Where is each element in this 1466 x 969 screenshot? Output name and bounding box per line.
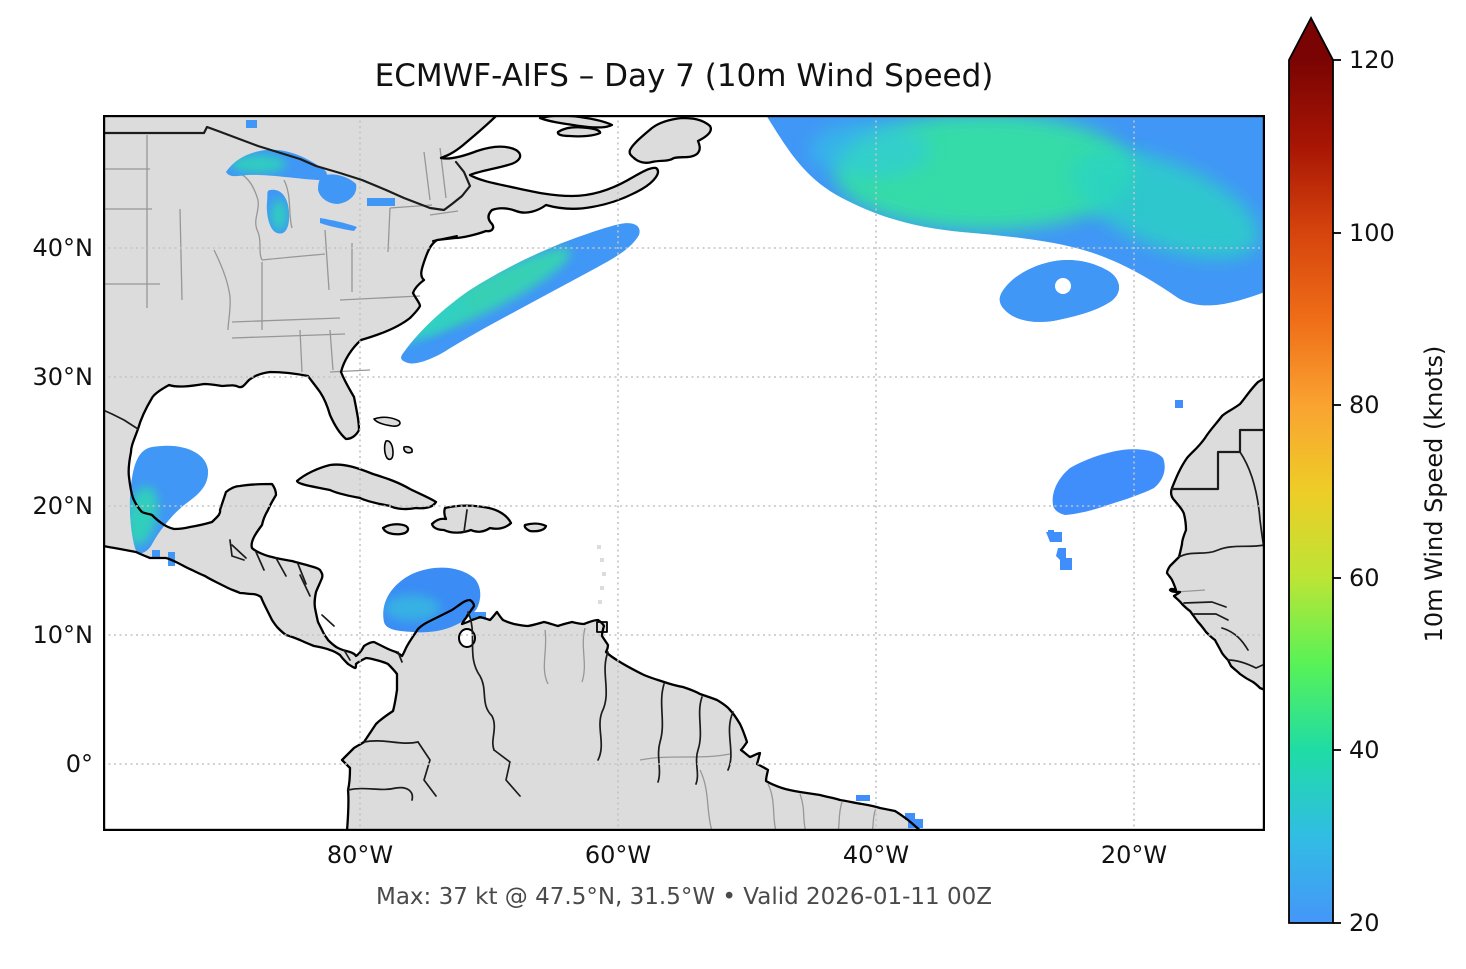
ytick-20n: 20°N <box>32 492 94 520</box>
cbar-tick-100: 100 <box>1349 219 1395 247</box>
wind-east-atlantic <box>1052 449 1165 515</box>
lesser-antilles-4 <box>600 586 604 590</box>
plot-title: ECMWF-AIFS – Day 7 (10m Wind Speed) <box>374 58 994 94</box>
colorbar-tickmarks <box>1333 59 1341 924</box>
xtick-40w: 40°W <box>842 841 910 869</box>
gridlines <box>103 115 1265 831</box>
cuba <box>297 464 436 510</box>
wind-speck-cape-verde-2 <box>1056 548 1072 570</box>
wind-speck-brazil-1 <box>856 795 870 801</box>
jamaica <box>383 524 409 535</box>
labrador-coast-sliver <box>540 115 612 128</box>
western-sahara-borders <box>1170 428 1265 491</box>
cbar-tick-20: 20 <box>1349 909 1380 937</box>
cbar-tick-40: 40 <box>1349 736 1380 764</box>
ytick-10n: 10°N <box>32 621 94 649</box>
xtick-20w: 20°W <box>1100 841 1168 869</box>
americas-landmass <box>103 115 921 831</box>
xtick-80w: 80°W <box>326 841 394 869</box>
colorbar-gradient <box>1289 60 1333 923</box>
wind-lake-erie <box>320 218 357 231</box>
colorbar-outline <box>1288 16 1334 924</box>
colorbar <box>1288 16 1341 924</box>
land-polygons <box>103 115 1265 831</box>
cbar-tick-80: 80 <box>1349 391 1380 419</box>
wind-speck-brazil-2 <box>905 813 923 828</box>
lake-maracaibo <box>458 628 476 648</box>
map-svg <box>103 115 1265 831</box>
ytick-30n: 30°N <box>32 363 94 391</box>
trinidad <box>597 622 607 632</box>
us-canada-border <box>103 125 472 212</box>
map-plot-area <box>103 115 1265 831</box>
anticosti-island <box>557 127 601 137</box>
newfoundland-island <box>629 118 711 163</box>
hispaniola <box>432 505 511 533</box>
wind-speck-cape-verde-3 <box>1048 530 1054 536</box>
wind-speck-paria <box>470 612 486 619</box>
wind-lake-michigan <box>266 189 290 234</box>
haiti-dr-border <box>463 509 468 533</box>
bahamas-andros <box>384 440 393 460</box>
wind-lake-ontario <box>367 198 395 206</box>
wind-speck-bay-of-campeche <box>152 550 160 557</box>
lesser-antilles-1 <box>597 545 601 549</box>
state-borders <box>103 135 1206 831</box>
lesser-antilles-3 <box>602 572 606 576</box>
cbar-tick-120: 120 <box>1349 46 1395 74</box>
lesser-antilles-5 <box>598 600 602 604</box>
wind-hole-north-atlantic <box>1055 278 1071 294</box>
bahamas-sliver-1 <box>374 417 401 427</box>
ytick-0: 0° <box>65 750 93 778</box>
country-borders <box>103 125 1265 801</box>
axes-frame <box>103 115 1265 831</box>
colorbar-over-arrow <box>1289 18 1333 60</box>
wind-lake-huron <box>318 174 357 204</box>
ytick-40n: 40°N <box>32 234 94 262</box>
lesser-antilles-2 <box>600 558 604 562</box>
xtick-60w: 60°W <box>584 841 652 869</box>
cbar-tick-60: 60 <box>1349 564 1380 592</box>
wind-speck-superior-north <box>246 120 257 128</box>
wind-speck-canary <box>1175 400 1183 408</box>
us-mexico-border <box>103 409 139 430</box>
max-valid-caption: Max: 37 kt @ 47.5°N, 31.5°W • Valid 2026… <box>375 884 993 910</box>
